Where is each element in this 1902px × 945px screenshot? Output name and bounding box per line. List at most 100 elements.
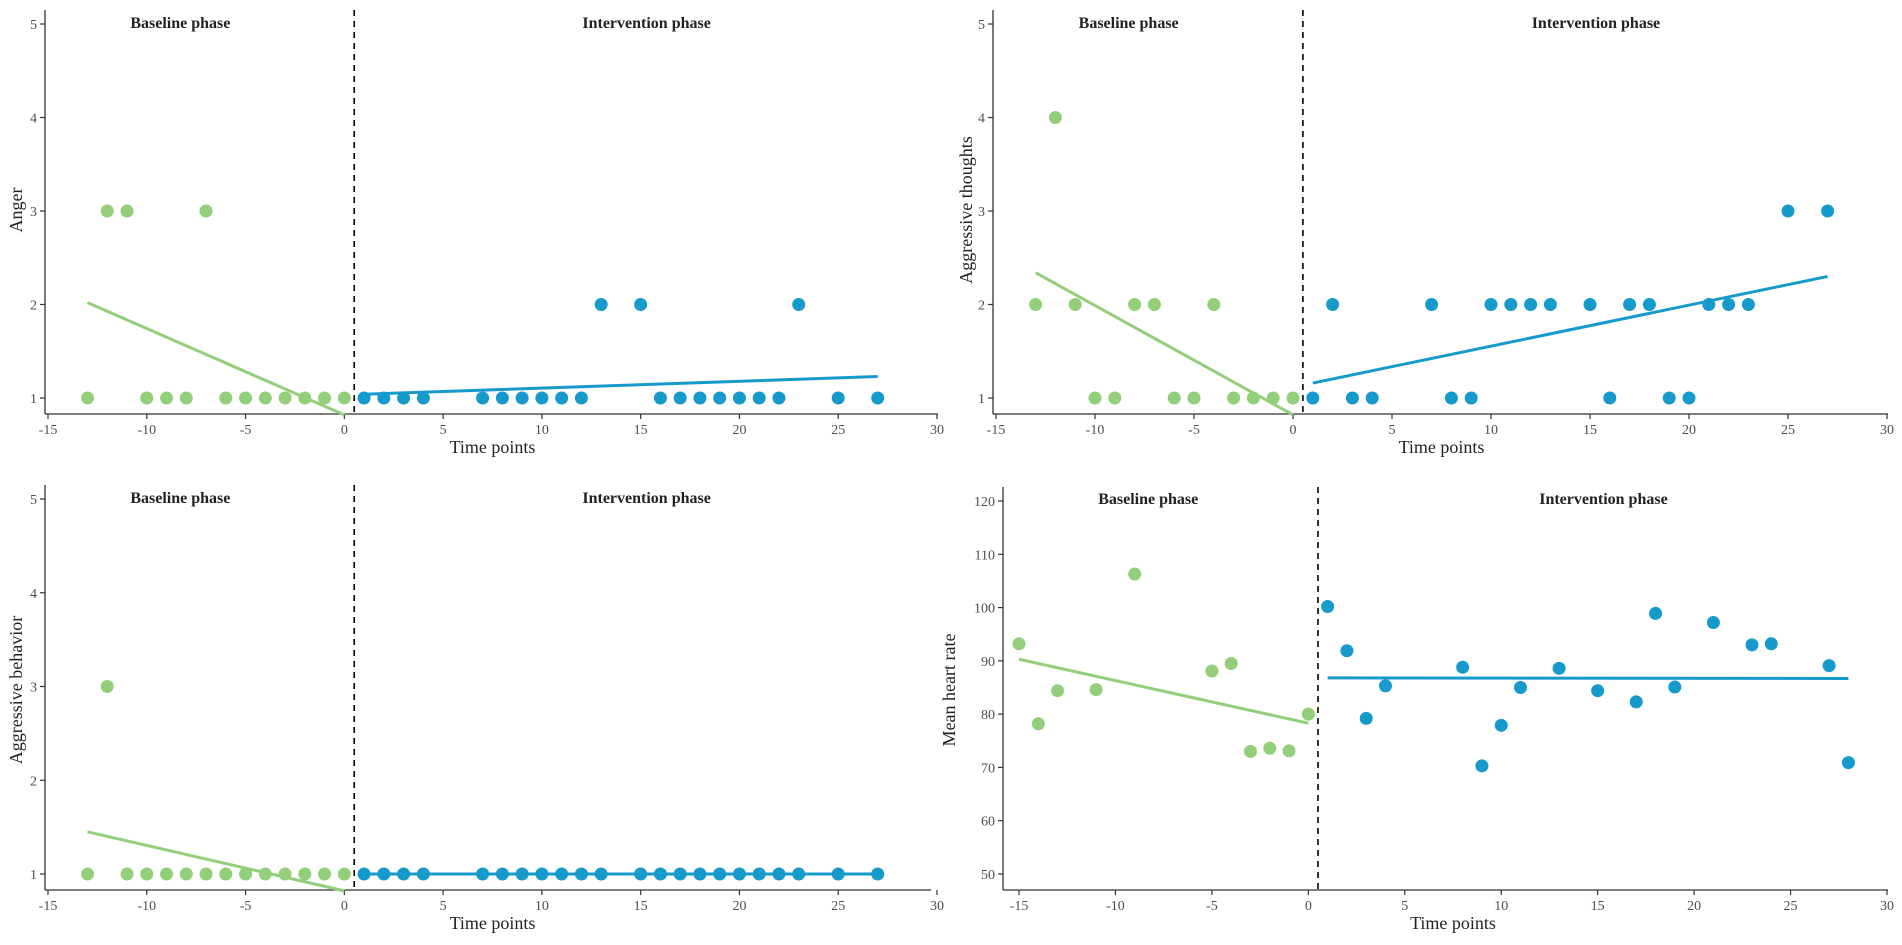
intervention-data-point (772, 391, 786, 405)
baseline-data-point (239, 391, 253, 405)
intervention-data-point (1821, 204, 1835, 218)
baseline-data-point (1227, 391, 1241, 405)
intervention-data-point (1484, 298, 1498, 311)
intervention-data-point (693, 391, 707, 405)
x-tick-label: 25 (831, 423, 845, 438)
baseline-phase-label: Baseline phase (130, 490, 230, 507)
y-axis-title: Aggressive behavior (6, 616, 26, 764)
x-tick-label: 20 (1682, 423, 1696, 438)
baseline-data-point (1301, 707, 1315, 721)
intervention-data-point (1745, 638, 1759, 652)
x-tick-label: -10 (137, 899, 156, 914)
x-tick-label: 5 (1389, 423, 1396, 438)
intervention-data-point (495, 391, 509, 405)
x-axis-title: Time points (1410, 913, 1496, 933)
baseline-data-point (1246, 391, 1260, 405)
intervention-data-point (831, 391, 845, 405)
x-tick-label: 10 (535, 423, 549, 438)
baseline-data-point (1282, 744, 1296, 758)
intervention-data-point (416, 391, 430, 405)
x-tick-label: 10 (1494, 899, 1508, 914)
intervention-data-point (634, 298, 648, 311)
intervention-data-point (1504, 298, 1518, 311)
intervention-data-point (476, 867, 490, 881)
x-tick-label: -5 (240, 423, 252, 438)
intervention-data-point (1642, 298, 1656, 311)
y-axis-title: Anger (6, 188, 26, 233)
baseline-data-point (219, 391, 233, 405)
x-tick-label: -15 (1010, 899, 1029, 914)
baseline-data-point (278, 867, 292, 881)
x-tick-label: -10 (1086, 423, 1105, 438)
intervention-data-point (377, 391, 391, 405)
intervention-data-point (693, 867, 707, 881)
intervention-phase-label: Intervention phase (1532, 15, 1660, 32)
intervention-data-point (1781, 204, 1795, 218)
y-tick-label: 5 (30, 493, 37, 508)
x-tick-label: 25 (1784, 899, 1798, 914)
baseline-data-point (140, 867, 154, 881)
baseline-trend-line (1018, 657, 1309, 725)
intervention-data-point (555, 391, 569, 405)
x-axis-title: Time points (1399, 437, 1485, 457)
baseline-data-point (160, 867, 174, 881)
intervention-data-point (1456, 660, 1470, 674)
baseline-trend-line (1034, 271, 1294, 417)
intervention-data-point (357, 391, 371, 405)
y-tick-label: 1 (978, 392, 985, 407)
intervention-data-point (1326, 298, 1340, 311)
baseline-data-point (258, 391, 272, 405)
baseline-data-point (219, 867, 233, 881)
baseline-data-point (1088, 391, 1102, 405)
baseline-data-point (1089, 683, 1103, 697)
baseline-data-point (298, 391, 312, 405)
intervention-data-point (673, 867, 687, 881)
x-tick-label: 30 (1880, 423, 1894, 438)
chart-panel-3: 1 2 3 4 5 -15 -10 -5 0 5 10 15 20 25 30 Time points Aggr… (6, 485, 944, 933)
intervention-data-point (1514, 681, 1528, 694)
x-tick-label: -5 (240, 899, 252, 914)
intervention-data-point (1623, 298, 1637, 311)
baseline-data-point (160, 391, 174, 405)
intervention-data-point (574, 867, 588, 881)
y-tick-label: 100 (974, 602, 995, 617)
chart-panel-1: 1 2 3 4 5 -15 -10 -5 0 5 10 15 20 25 30 Time points Ange… (6, 10, 944, 457)
x-tick-label: -15 (39, 899, 58, 914)
intervention-data-point (1603, 391, 1617, 405)
intervention-data-point (1378, 679, 1392, 693)
intervention-data-point (515, 391, 529, 405)
y-tick-label: 4 (30, 112, 37, 127)
intervention-data-point (732, 391, 746, 405)
x-tick-label: 10 (535, 899, 549, 914)
x-tick-label: 10 (1484, 423, 1498, 438)
x-tick-label: 0 (341, 899, 348, 914)
intervention-data-point (1591, 684, 1605, 698)
intervention-data-point (1764, 637, 1778, 651)
intervention-data-point (1340, 644, 1354, 658)
baseline-data-point (258, 867, 272, 881)
baseline-data-point (100, 680, 114, 693)
x-tick-label: 20 (732, 899, 746, 914)
intervention-data-point (1365, 391, 1379, 405)
intervention-data-point (1552, 661, 1566, 675)
x-axis-title: Time points (450, 437, 536, 457)
intervention-data-point (1682, 391, 1696, 405)
baseline-data-point (100, 204, 114, 218)
y-tick-label: 60 (981, 815, 995, 830)
y-tick-label: 4 (30, 587, 37, 602)
intervention-data-point (1475, 759, 1489, 773)
intervention-data-point (1629, 695, 1643, 709)
intervention-data-point (772, 867, 786, 881)
x-tick-label: 0 (341, 423, 348, 438)
x-tick-label: 5 (440, 423, 447, 438)
intervention-data-point (653, 391, 667, 405)
x-tick-label: 25 (831, 899, 845, 914)
intervention-data-point (1425, 298, 1439, 311)
intervention-data-point (495, 867, 509, 881)
y-tick-label: 70 (981, 761, 995, 776)
intervention-data-point (397, 391, 411, 405)
baseline-data-point (179, 391, 193, 405)
intervention-data-point (1662, 391, 1676, 405)
intervention-data-point (1702, 298, 1716, 311)
